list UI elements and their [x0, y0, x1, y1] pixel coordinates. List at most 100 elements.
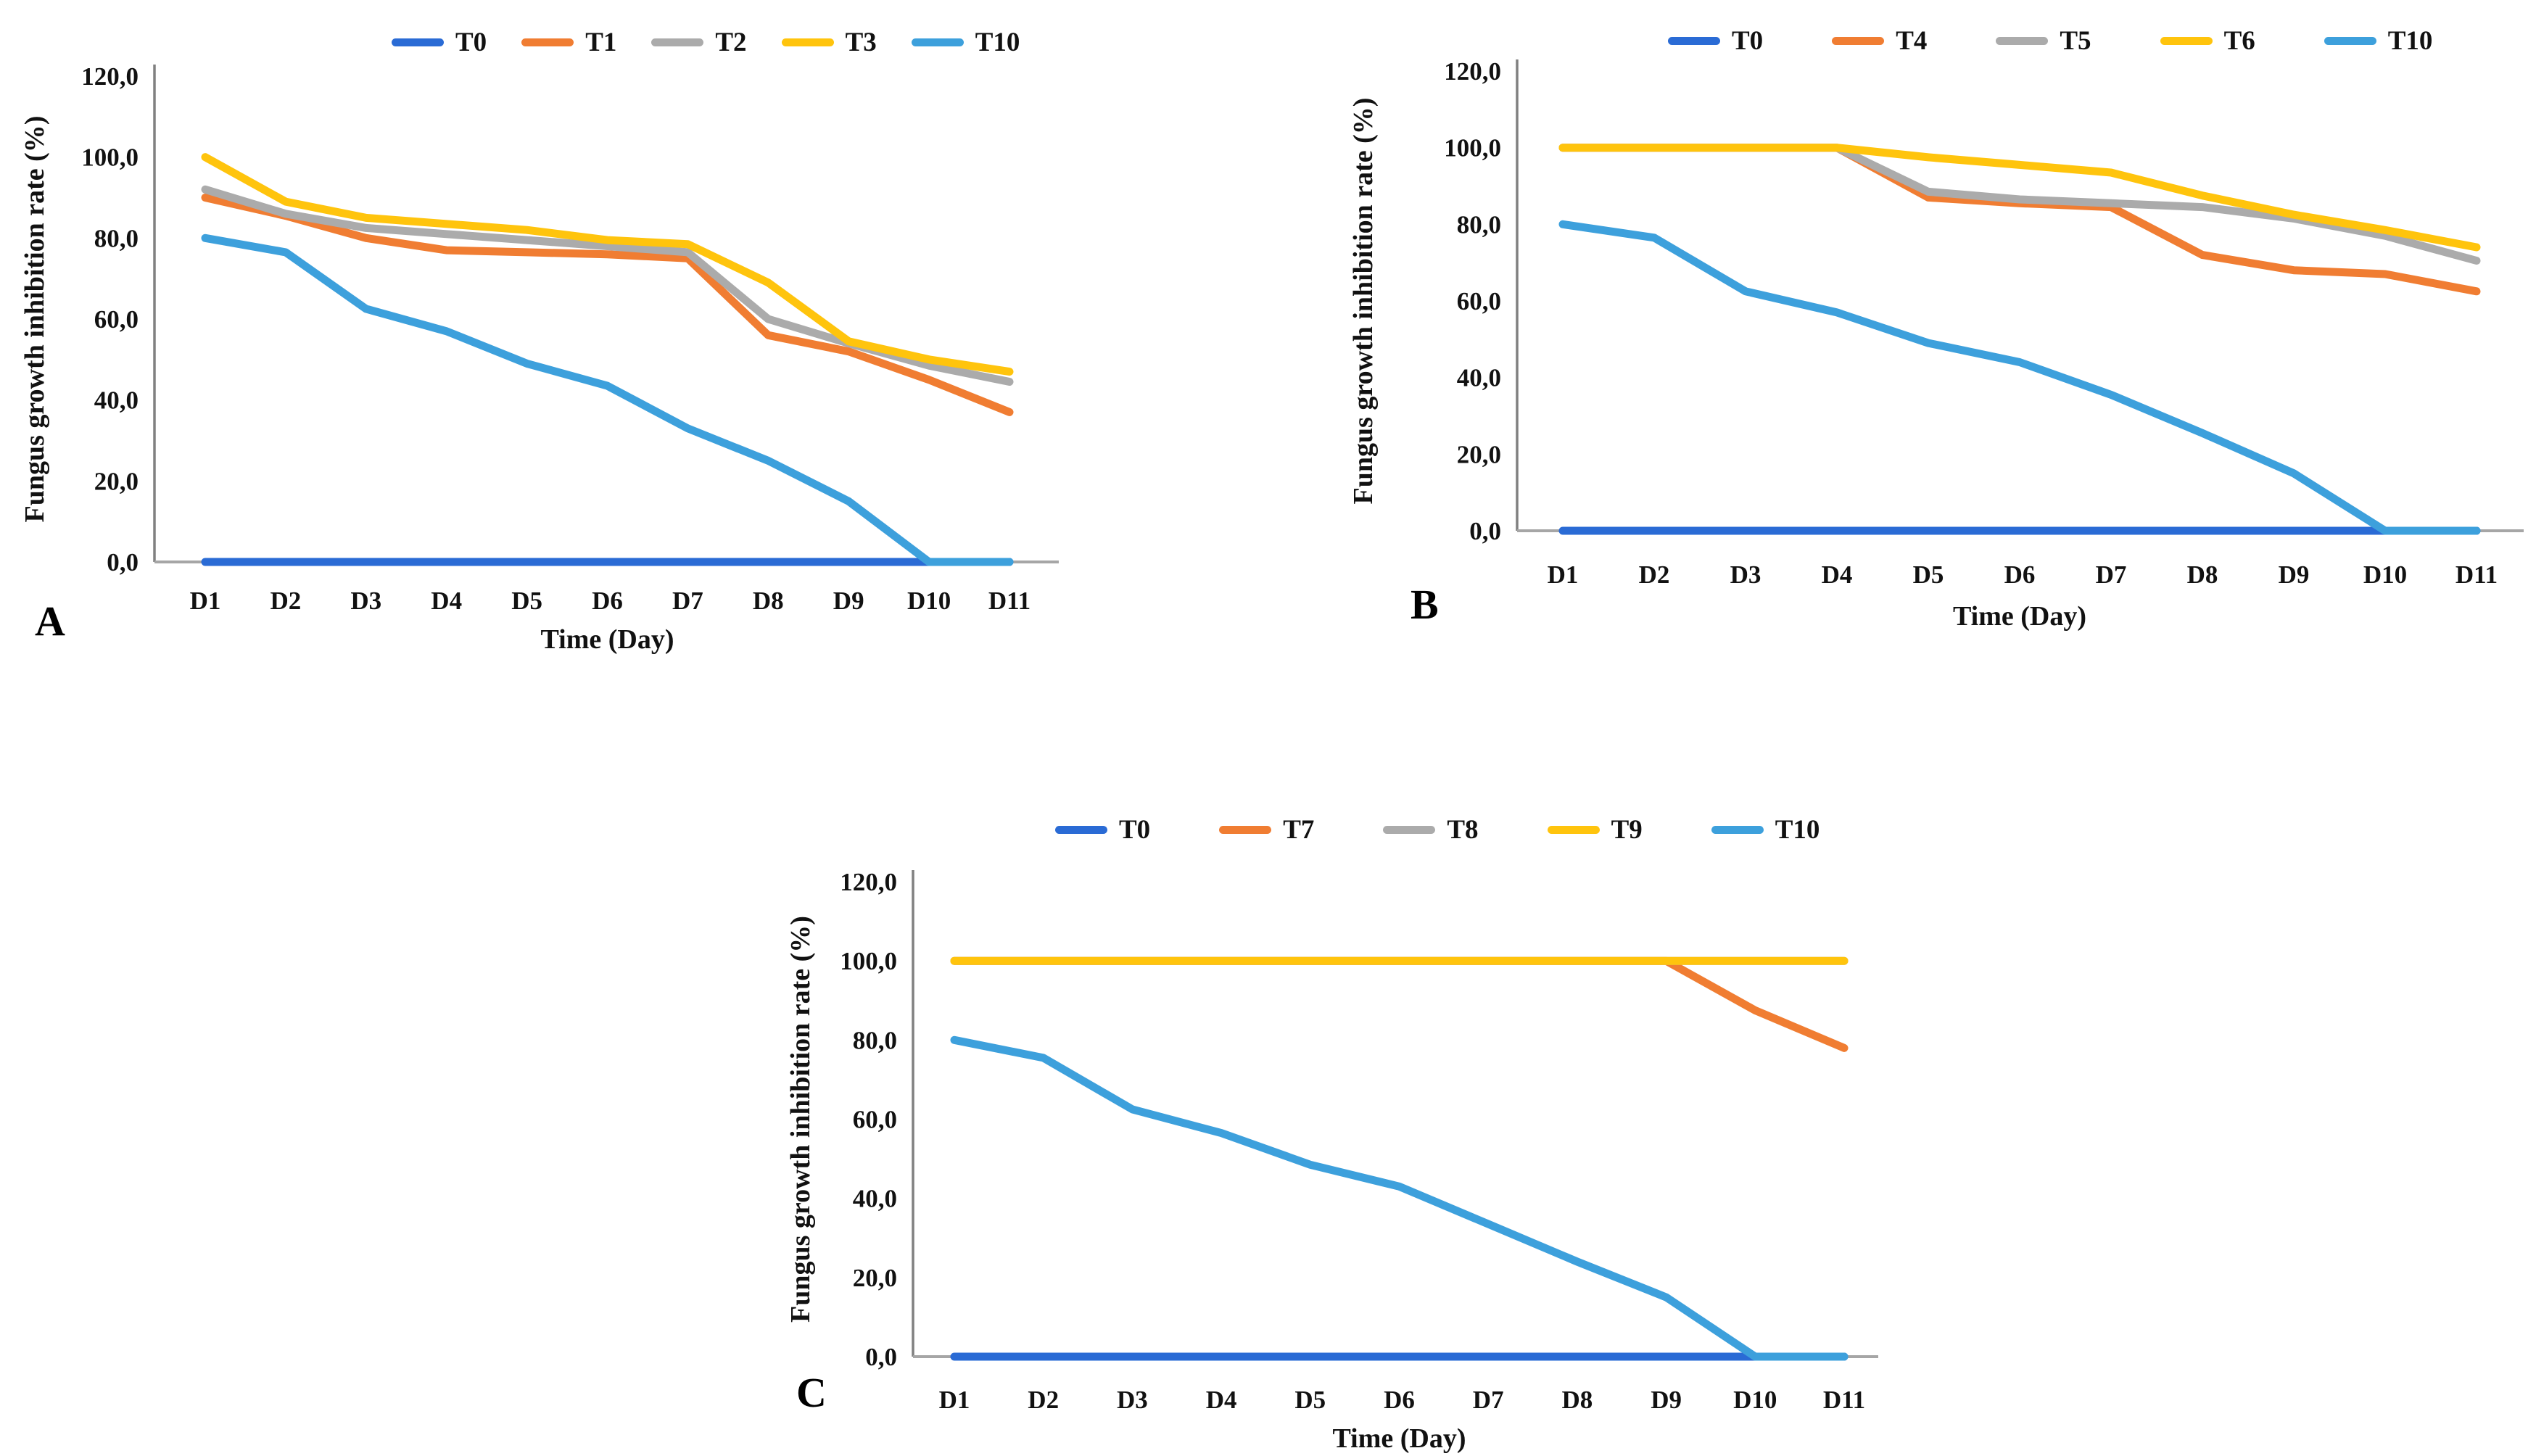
- x-tick-label: D5: [511, 587, 542, 615]
- panel-letter-C: C: [796, 1369, 827, 1416]
- legend-swatch-T4: [1832, 37, 1885, 45]
- series-line-T10: [950, 1035, 1849, 1361]
- x-tick-label: D10: [2363, 561, 2407, 589]
- legend-item-T9: T9: [1547, 816, 1643, 843]
- y-tick-label: 120,0: [1444, 57, 1501, 86]
- panel-letter-A: A: [35, 597, 65, 645]
- legend-swatch-T3: [781, 38, 834, 46]
- panel-A: 0,0 20,0 40,0 60,0 80,0 100,0 120,0 D1 D2 D3 D4 D5 D…: [15, 7, 1081, 696]
- legend-swatch-T10: [2324, 37, 2376, 45]
- x-tick-label: D5: [1294, 1386, 1326, 1414]
- panel-letter-B: B: [1411, 581, 1439, 628]
- legend-swatch-T9: [1547, 826, 1600, 834]
- x-tick-label: D4: [1822, 561, 1853, 589]
- legend-swatch-T5: [1996, 37, 2049, 45]
- x-tick-label: D10: [907, 587, 951, 615]
- chart-A: 0,0 20,0 40,0 60,0 80,0 100,0 120,0 D1 D2 D3 D4 D5 D…: [20, 62, 1059, 655]
- x-tick-label: D8: [753, 587, 784, 615]
- legend-C: T0 T7 T8 T9 T10: [1055, 816, 1820, 843]
- x-tick-label: D1: [190, 587, 221, 615]
- y-tick-label: 60,0: [853, 1106, 897, 1134]
- series-line-T3: [201, 153, 1014, 376]
- series-line-T7: [950, 956, 1849, 1052]
- legend-label-T10: T10: [975, 28, 1020, 57]
- y-axis-title: Fungus growth inhibition rate (%): [20, 116, 50, 523]
- y-tick-label: 0,0: [107, 548, 139, 576]
- x-tick-label: D11: [1823, 1386, 1865, 1414]
- x-tick-label: D5: [1913, 561, 1944, 589]
- legend-B: T0 T4 T5 T6 T10: [1668, 28, 2432, 54]
- y-tick-label: 100,0: [1444, 134, 1501, 162]
- legend-swatch-T8: [1383, 826, 1436, 834]
- series-line-T1: [201, 194, 1014, 416]
- x-tick-label: D7: [672, 587, 703, 615]
- legend-item-T4: T4: [1832, 28, 1927, 54]
- x-axis-title: Time (Day): [541, 624, 674, 655]
- y-tick-label: 20,0: [853, 1264, 897, 1292]
- y-tick-label: 0,0: [865, 1343, 897, 1371]
- x-tick-label: D6: [2004, 561, 2036, 589]
- legend-label-T8: T8: [1447, 815, 1479, 845]
- y-tick-label: 120,0: [81, 62, 139, 91]
- x-tick-label: D9: [2279, 561, 2310, 589]
- x-axis-title: Time (Day): [1953, 601, 2086, 632]
- y-tick-label: 20,0: [1457, 440, 1501, 468]
- y-tick-label: 20,0: [94, 467, 139, 495]
- legend-label-T1: T1: [585, 28, 617, 57]
- legend-label-T4: T4: [1896, 26, 1928, 56]
- legend-swatch-T0: [392, 38, 444, 46]
- panel-B: 0,0 20,0 40,0 60,0 80,0 100,0 120,0 D1 D2 D3 D4 D5 D…: [1327, 7, 2536, 696]
- legend-label-T10: T10: [1775, 815, 1820, 845]
- x-tick-label: D11: [988, 587, 1030, 615]
- legend-item-T10: T10: [2324, 28, 2432, 54]
- legend-label-T2: T2: [715, 28, 747, 57]
- y-tick-label: 100,0: [840, 947, 897, 975]
- legend-item-T2: T2: [651, 28, 747, 57]
- y-tick-label: 80,0: [1457, 210, 1501, 239]
- legend-swatch-T10: [1711, 826, 1764, 834]
- legend-swatch-T7: [1219, 826, 1272, 834]
- x-tick-label: D6: [592, 587, 623, 615]
- legend-label-T3: T3: [845, 28, 877, 57]
- legend-label-T0: T0: [1119, 815, 1151, 845]
- x-tick-label: D7: [2096, 561, 2127, 589]
- y-axis-title: Fungus growth inhibition rate (%): [785, 916, 816, 1323]
- x-tick-label: D2: [1639, 561, 1670, 589]
- x-tick-label: D8: [1562, 1386, 1593, 1414]
- legend-item-T10: T10: [1711, 816, 1820, 843]
- legend-item-T1: T1: [521, 29, 616, 56]
- x-tick-label: D2: [270, 587, 302, 615]
- chart-C: 0,0 20,0 40,0 60,0 80,0 100,0 120,0 D1 D2 D3 D4 D5 D…: [785, 868, 1878, 1454]
- x-tick-label: D4: [431, 587, 462, 615]
- chart-B: 0,0 20,0 40,0 60,0 80,0 100,0 120,0 D1 D2 D3 D4 D5 D…: [1348, 57, 2524, 632]
- x-tick-label: D7: [1473, 1386, 1504, 1414]
- legend-swatch-T2: [651, 38, 704, 46]
- x-tick-label: D2: [1028, 1386, 1059, 1414]
- x-tick-label: D9: [1651, 1386, 1682, 1414]
- y-tick-label: 60,0: [1457, 287, 1501, 315]
- legend-swatch-T0: [1055, 826, 1107, 834]
- x-tick-label: D3: [1117, 1386, 1148, 1414]
- y-tick-label: 40,0: [1457, 364, 1501, 392]
- legend-label-T0: T0: [455, 28, 487, 57]
- legend-label-T6: T6: [2223, 26, 2255, 56]
- legend-item-T0: T0: [392, 29, 487, 56]
- legend-A: T0 T1 T2 T3 T10: [392, 29, 1020, 56]
- x-tick-label: D1: [939, 1386, 970, 1414]
- x-tick-label: D9: [833, 587, 864, 615]
- x-tick-label: D3: [1730, 561, 1761, 589]
- legend-item-T0: T0: [1055, 816, 1150, 843]
- legend-label-T5: T5: [2060, 26, 2091, 56]
- legend-item-T6: T6: [2160, 28, 2255, 54]
- y-tick-label: 80,0: [853, 1026, 897, 1054]
- x-tick-label: D3: [350, 587, 381, 615]
- series-line-T6: [1558, 144, 2481, 252]
- x-tick-label: D6: [1384, 1386, 1415, 1414]
- legend-label-T0: T0: [1732, 26, 1764, 56]
- y-tick-label: 60,0: [94, 305, 139, 334]
- legend-label-T7: T7: [1283, 815, 1315, 845]
- legend-swatch-T10: [911, 38, 964, 46]
- x-tick-label: D4: [1206, 1386, 1237, 1414]
- y-tick-label: 40,0: [94, 386, 139, 415]
